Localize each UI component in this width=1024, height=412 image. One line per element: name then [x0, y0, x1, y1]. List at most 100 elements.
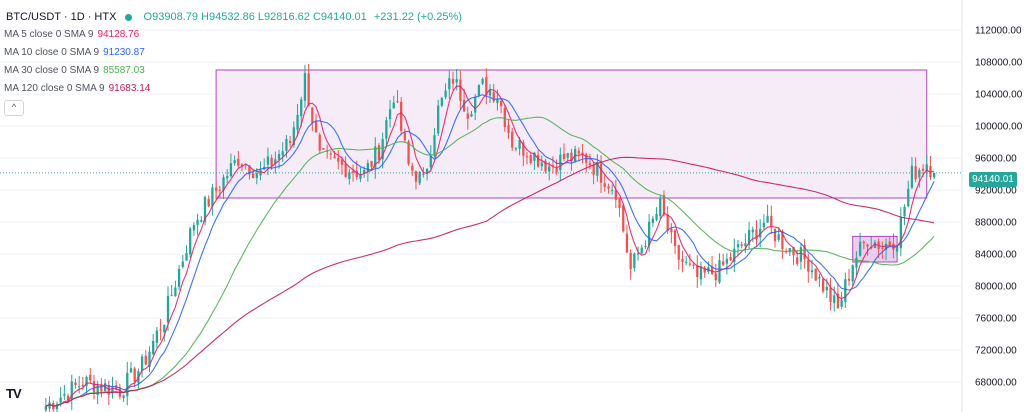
candle [203, 195, 207, 226]
candle [592, 162, 595, 185]
candle [644, 240, 647, 250]
ma-legend-item[interactable]: MA 5 close 0 SMA 9 94128.76 [4, 29, 139, 40]
y-tick-label: 88000.00 [975, 218, 1017, 229]
candle-body [766, 215, 769, 223]
candle [159, 318, 162, 341]
candle [403, 128, 407, 144]
tradingview-logo[interactable]: TV [6, 386, 22, 401]
candle-body [596, 162, 599, 176]
candle-body [348, 172, 351, 180]
candle [78, 375, 81, 394]
candle-body [862, 241, 865, 243]
candle-body [655, 214, 658, 220]
candle-body [385, 120, 388, 139]
y-tick-label: 80000.00 [975, 282, 1017, 293]
ma-legend-item[interactable]: MA 10 close 0 SMA 9 91230.87 [4, 47, 145, 58]
candle-body [481, 78, 484, 84]
candle [577, 147, 580, 161]
collapse-legend-button[interactable]: ^ [4, 100, 24, 116]
candle [884, 238, 888, 260]
candle [381, 132, 384, 169]
ma-legend-label: MA 120 close 0 SMA 9 [4, 83, 105, 94]
candle-body [629, 252, 632, 270]
candle [340, 156, 344, 175]
candle-body [229, 163, 233, 177]
candle-body [722, 261, 725, 265]
candle-body [203, 197, 207, 222]
candle-body [248, 165, 251, 175]
candle-body [703, 267, 706, 273]
candle-body [925, 164, 928, 172]
candle [437, 99, 440, 136]
candle-body [388, 109, 392, 120]
candle [925, 154, 928, 178]
candle-body [807, 260, 810, 272]
candle [544, 158, 547, 174]
candle [722, 253, 725, 267]
candle-body [559, 154, 562, 171]
candle-body [292, 127, 295, 145]
candle-body [152, 340, 155, 355]
candle-body [44, 406, 47, 411]
candle [740, 241, 743, 249]
candle [133, 366, 136, 388]
candle [200, 216, 203, 223]
candle-body [881, 247, 884, 249]
candle-body [140, 356, 144, 371]
candle [466, 106, 469, 130]
candle-body [733, 248, 736, 263]
candle [448, 70, 451, 100]
candle [218, 185, 221, 199]
candle-body [659, 197, 662, 217]
candle-body [429, 155, 432, 168]
candle [222, 174, 225, 200]
candle-body [392, 102, 395, 109]
candle-body [148, 351, 151, 367]
candle [314, 113, 318, 133]
candle [307, 64, 310, 107]
candle [163, 324, 166, 342]
candle [677, 244, 680, 270]
candle-body [914, 166, 917, 180]
candle [755, 220, 758, 246]
ma-legend-item[interactable]: MA 120 close 0 SMA 9 91683.14 [4, 83, 150, 94]
candle-body [910, 165, 914, 188]
candle-body [610, 190, 614, 192]
candle [488, 84, 492, 104]
candle [233, 155, 236, 166]
candle-body [788, 248, 791, 253]
candle-body [470, 113, 473, 117]
candle-body [288, 140, 292, 144]
candle-body [370, 160, 373, 167]
candle [770, 205, 773, 235]
candle-body [488, 90, 492, 96]
candle-body [444, 90, 447, 98]
candle [699, 261, 703, 286]
candle-body [818, 276, 821, 279]
candle-body [377, 145, 381, 161]
candle [511, 127, 514, 151]
candle [126, 361, 129, 406]
symbol-title[interactable]: BTC/USDT · 1D · HTX [6, 11, 117, 23]
candle-body [196, 219, 199, 225]
candle [451, 71, 455, 91]
candle-body [540, 162, 543, 167]
candle [548, 161, 551, 181]
candle-body [777, 234, 780, 240]
candle-body [437, 105, 440, 134]
candle-body [359, 174, 362, 179]
candle-body [329, 153, 332, 155]
candle-body [866, 244, 869, 247]
ma-legend-item[interactable]: MA 30 close 0 SMA 9 85587.03 [4, 65, 145, 76]
candle [766, 204, 769, 223]
candle [640, 244, 643, 254]
candle [55, 401, 59, 412]
candle [226, 169, 229, 184]
candle [351, 164, 355, 182]
candle [170, 284, 173, 297]
candle [344, 156, 347, 178]
candle [655, 207, 658, 222]
candle [844, 272, 847, 308]
